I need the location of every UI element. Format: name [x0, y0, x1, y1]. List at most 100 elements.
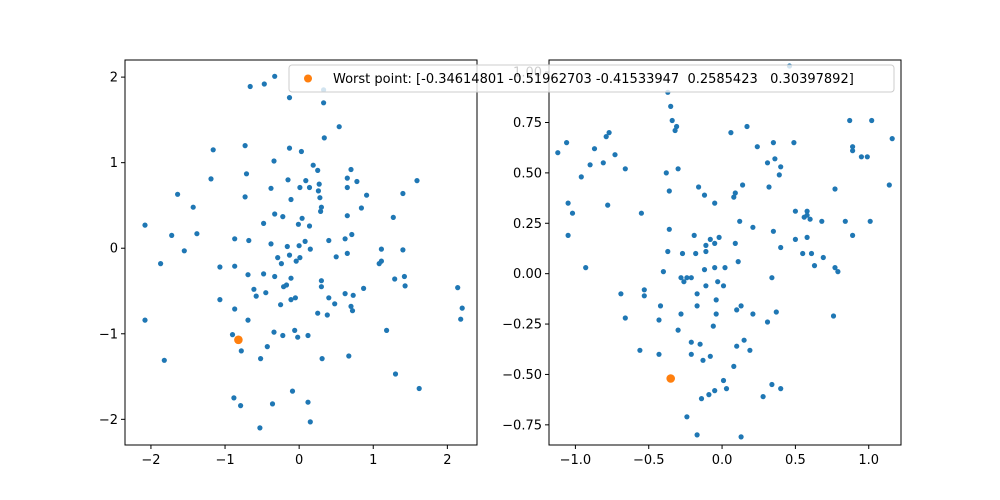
data-point [886, 182, 892, 188]
data-point [321, 135, 327, 141]
data-point [669, 117, 675, 124]
data-point [578, 174, 584, 180]
data-point [402, 283, 408, 289]
data-point [792, 208, 799, 214]
data-point [358, 205, 364, 211]
data-point [344, 250, 350, 256]
data-point [318, 204, 324, 210]
data-point [663, 170, 669, 176]
y-tick-label: 0 [110, 242, 118, 257]
data-point [390, 214, 396, 220]
data-point [684, 275, 690, 281]
data-point [349, 231, 355, 238]
data-point [217, 264, 223, 270]
data-point [242, 143, 248, 149]
data-point [318, 284, 324, 290]
data-point [392, 371, 399, 377]
data-point [245, 272, 251, 278]
data-point [698, 396, 705, 402]
data-point [678, 311, 684, 317]
data-point [740, 182, 746, 188]
data-point [666, 226, 672, 232]
data-point [142, 317, 148, 323]
y-tick-label: 1 [110, 156, 118, 171]
data-point [261, 271, 267, 277]
data-point [376, 261, 382, 267]
data-point [181, 248, 187, 254]
data-point [750, 224, 756, 230]
data-point [830, 313, 837, 319]
data-point [703, 248, 709, 255]
worst-point [666, 374, 675, 383]
x-tick-label: 1 [369, 453, 377, 468]
data-point [694, 432, 700, 438]
data-point [208, 176, 214, 182]
legend-label: Worst point: [-0.34614801 -0.51962703 -0… [333, 72, 854, 87]
data-point [459, 305, 465, 311]
data-point [832, 265, 838, 271]
data-point [295, 221, 301, 227]
data-point [342, 291, 348, 297]
data-point [264, 344, 270, 350]
data-point [737, 218, 743, 224]
data-point [674, 123, 680, 130]
data-point [835, 269, 841, 275]
data-point [656, 317, 662, 323]
data-point [565, 200, 571, 206]
data-point [175, 191, 181, 197]
data-point [583, 265, 589, 271]
data-point [807, 216, 813, 222]
data-point [324, 312, 330, 318]
data-point [703, 242, 709, 248]
data-point [318, 208, 324, 214]
data-point [701, 192, 708, 198]
data-point [272, 211, 278, 217]
data-point [772, 156, 778, 162]
y-tick-label: 0.50 [513, 166, 542, 181]
data-point [770, 228, 777, 234]
data-point [269, 401, 276, 407]
data-point [773, 309, 779, 315]
data-point [637, 347, 643, 353]
y-tick-label: −2 [99, 413, 118, 428]
x-tick-label: −1 [215, 453, 234, 468]
data-point [694, 291, 700, 297]
data-point [251, 286, 257, 292]
y-tick-label: −1 [99, 327, 118, 342]
data-point [565, 232, 571, 238]
data-point [672, 127, 678, 134]
data-point [285, 177, 291, 183]
data-point [307, 419, 313, 425]
y-tick-label: 0.25 [513, 217, 542, 232]
data-point [303, 178, 309, 184]
x-tick-label: −2 [141, 453, 160, 468]
data-point [701, 267, 708, 273]
data-point [455, 285, 461, 291]
data-point [169, 232, 175, 238]
data-point [401, 273, 407, 280]
data-point [804, 208, 810, 214]
data-point [754, 144, 760, 150]
data-point [161, 357, 167, 363]
data-point [333, 254, 339, 260]
data-point [712, 388, 718, 394]
data-point [842, 218, 848, 224]
data-point [867, 218, 873, 224]
data-point [706, 392, 712, 398]
data-point [261, 220, 267, 226]
data-point [731, 363, 737, 369]
data-point [232, 236, 238, 242]
data-point [858, 154, 865, 160]
data-point [778, 164, 784, 170]
data-point [869, 117, 875, 124]
data-point [657, 303, 664, 309]
data-point [289, 388, 296, 394]
data-point [660, 269, 667, 275]
data-point [378, 246, 384, 252]
data-point [288, 297, 294, 303]
data-point [700, 357, 706, 363]
data-point [665, 248, 671, 255]
data-point [142, 222, 148, 228]
y-tick-label: 0.75 [513, 116, 542, 131]
